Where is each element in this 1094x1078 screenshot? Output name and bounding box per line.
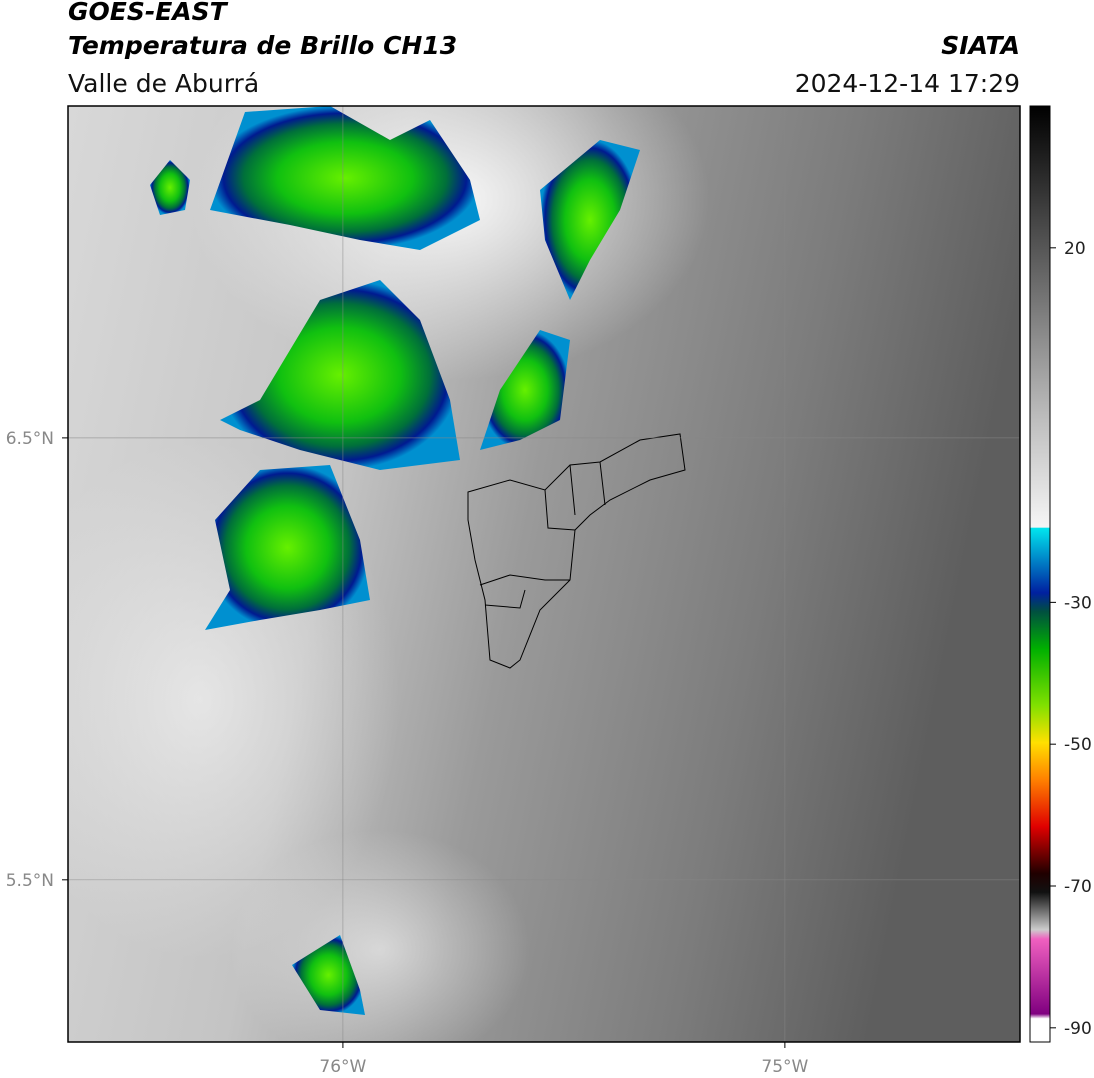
map-grid [68,106,1020,1042]
colorbar-tick-label: -50 [1064,735,1092,755]
y-tick-label: 6.5°N [6,429,54,449]
colorbar-tick-label: -30 [1064,593,1092,613]
region: Valle de Aburrá [68,69,259,98]
y-tick-label: 5.5°N [6,871,54,891]
colorbar-tick-label: -90 [1064,1019,1092,1039]
colorbar [1029,105,1051,1043]
title: GOES-EAST [68,0,229,26]
satellite-image [68,106,1020,1042]
colorbar-tick-label: -70 [1064,877,1092,897]
x-tick-label: 76°W [319,1057,366,1077]
x-tick-label: 75°W [761,1057,808,1077]
timestamp: 2024-12-14 17:29 [795,69,1020,98]
source: SIATA [941,31,1020,60]
colorbar-tick-label: 20 [1064,239,1086,259]
map-frame [67,105,1021,1043]
subtitle: Temperatura de Brillo CH13 [68,31,457,60]
